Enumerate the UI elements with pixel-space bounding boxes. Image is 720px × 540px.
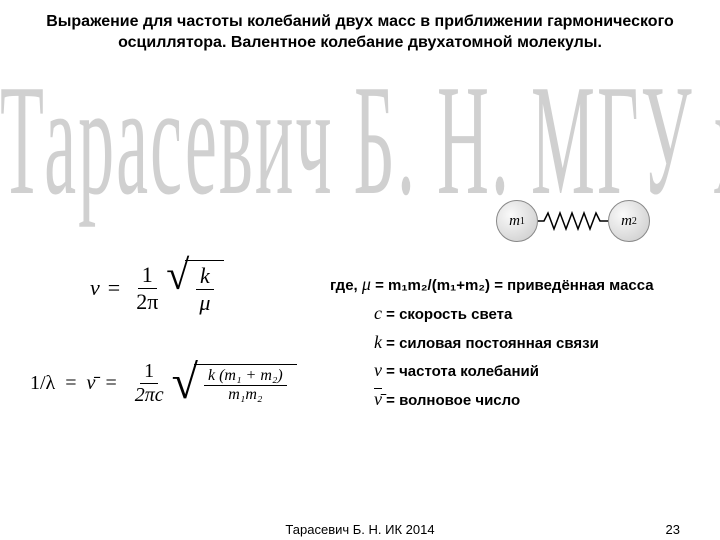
eq1-sqrt-den: μ (195, 290, 214, 316)
molecule-diagram: m1 m2 (496, 200, 650, 242)
def-mu-txt: = m₁m₂/(m₁+m₂) = приведённая масса (371, 277, 654, 294)
eq2-sqrt-frac: k (m₁ + m₂) m₁m₂ (204, 367, 287, 404)
eq2-eq1: = (65, 372, 76, 395)
page-title: Выражение для частоты колебаний двух мас… (0, 0, 720, 54)
definitions-block: где, μ = m₁m₂/(m₁+m₂) = приведённая масс… (330, 270, 654, 414)
def-nubar-sym: ν̄ (374, 389, 382, 409)
def-k-txt: = силовая постоянная связи (382, 335, 599, 352)
eq1-fraction: 1 2π (132, 262, 162, 315)
eq1-sqrt: √ k μ (166, 260, 224, 316)
def-k-sym: k (374, 332, 382, 352)
def-mu: где, μ = m₁m₂/(m₁+m₂) = приведённая масс… (330, 270, 654, 299)
equation-wavenumber: 1/λ = ν̄ = 1 2πc √ k (m₁ + m₂) m₁m₂ (30, 360, 297, 407)
eq1-equals: = (108, 275, 120, 301)
spring-icon (538, 211, 608, 231)
mass-1: m1 (496, 200, 538, 242)
eq1-frac-num: 1 (138, 262, 157, 289)
def-mu-sym: μ (362, 274, 371, 294)
eq2-sqrt-den: m₁m₂ (224, 386, 266, 404)
def-nu: ν = частота колебаний (330, 356, 654, 385)
def-nu-sym: ν (374, 360, 382, 380)
equation-frequency: ν = 1 2π √ k μ (90, 260, 224, 316)
def-c-txt: = скорость света (382, 306, 512, 323)
footer-text: Тарасевич Б. Н. ИК 2014 (0, 522, 720, 537)
def-nubar: ν̄ = волновое число (330, 385, 654, 414)
def-nubar-txt: = волновое число (382, 392, 520, 409)
eq2-frac-den: 2πc (131, 384, 168, 407)
eq2-frac-num: 1 (140, 360, 158, 384)
def-c: c = скорость света (330, 299, 654, 328)
def-c-sym: c (374, 303, 382, 323)
eq2-eq2: = (105, 372, 116, 395)
eq2-pre: 1/λ (30, 372, 55, 395)
mass-2-label: m (621, 213, 632, 230)
eq1-lhs: ν (90, 275, 100, 301)
eq2-mid: ν̄ (87, 372, 96, 395)
eq1-sqrt-num: k (196, 263, 214, 290)
mass-2: m2 (608, 200, 650, 242)
eq1-frac-den: 2π (132, 289, 162, 315)
mass-1-label: m (509, 213, 520, 230)
eq2-fraction: 1 2πc (131, 360, 168, 407)
mass-2-sub: 2 (632, 216, 637, 227)
eq1-sqrt-frac: k μ (195, 263, 214, 316)
def-k: k = силовая постоянная связи (330, 328, 654, 357)
def-where: где, (330, 277, 362, 294)
def-nu-txt: = частота колебаний (382, 363, 539, 380)
mass-1-sub: 1 (520, 216, 525, 227)
page-number: 23 (666, 522, 680, 537)
eq2-sqrt-num: k (m₁ + m₂) (204, 367, 287, 386)
eq2-sqrt: √ k (m₁ + m₂) m₁m₂ (172, 364, 297, 404)
